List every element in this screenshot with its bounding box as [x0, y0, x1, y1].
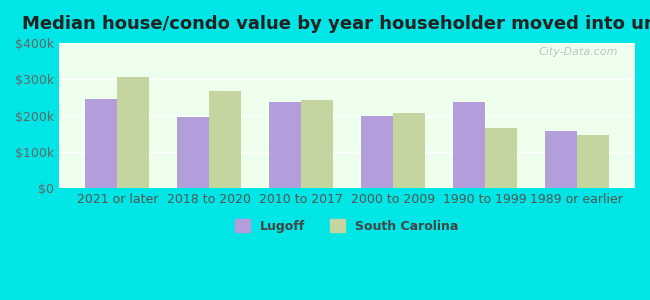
- Bar: [85, 99, 117, 188]
- Bar: [452, 102, 485, 188]
- Bar: [545, 131, 577, 188]
- Bar: [485, 128, 517, 188]
- Bar: [577, 135, 609, 188]
- Bar: [177, 117, 209, 188]
- Legend: Lugoff, South Carolina: Lugoff, South Carolina: [230, 214, 464, 238]
- Bar: [209, 91, 241, 188]
- Text: City-Data.com: City-Data.com: [538, 47, 617, 57]
- Title: Median house/condo value by year householder moved into unit: Median house/condo value by year househo…: [22, 15, 650, 33]
- Bar: [393, 113, 425, 188]
- Bar: [301, 100, 333, 188]
- Bar: [269, 102, 301, 188]
- Bar: [361, 116, 393, 188]
- Bar: [117, 77, 150, 188]
